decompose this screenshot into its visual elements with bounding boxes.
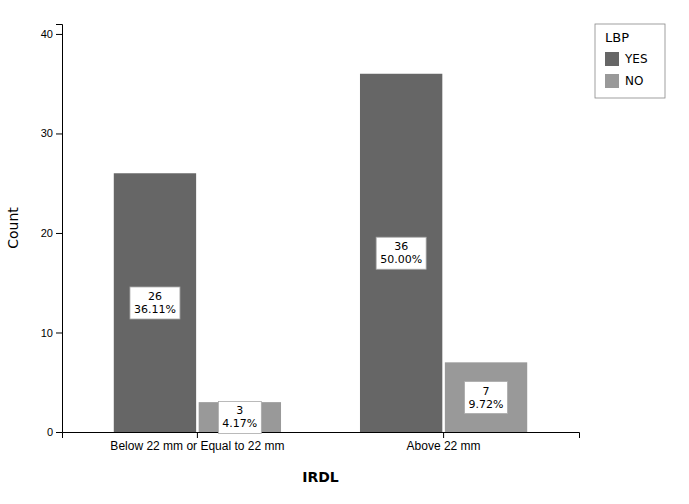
bars: [114, 74, 527, 432]
y-tick: 0: [47, 426, 62, 438]
y-tick-mark: [56, 133, 62, 134]
bar: [114, 173, 196, 432]
y-axis-line: [56, 25, 63, 433]
x-axis: Below 22 mm or Equal to 22 mm Above 22 mm: [63, 432, 580, 453]
x-tick-label: Below 22 mm or Equal to 22 mm: [110, 439, 284, 453]
y-tick-label: 0: [47, 426, 53, 438]
x-axis-title: IRDL: [302, 469, 339, 485]
x-tick-label: Above 22 mm: [407, 439, 481, 453]
data-labels: 2636.11% 3650.00% 34.17% 79.72%: [130, 237, 508, 433]
y-tick-label: 10: [41, 327, 53, 339]
data-label-box: [376, 237, 426, 269]
y-tick: 40: [41, 28, 62, 40]
data-label: 79.72%: [469, 385, 504, 411]
data-label-line: 36: [394, 240, 408, 253]
bar: [360, 74, 442, 432]
chart-svg: 0 10 20 30 40 Below 22 mm or Equal to 22 mm Ab…: [0, 0, 689, 504]
data-label: 34.17%: [222, 404, 257, 430]
legend-label: YES: [624, 52, 648, 66]
data-label-group: 34.17%: [218, 401, 261, 433]
y-tick-label: 30: [41, 127, 53, 139]
data-label-box: [465, 382, 508, 414]
data-label-line: 50.00%: [380, 253, 422, 266]
x-tick-mark: [197, 432, 198, 438]
y-tick-mark: [56, 233, 62, 234]
data-label: 2636.11%: [134, 290, 176, 316]
data-label-box: [218, 401, 261, 433]
data-label-line: 36.11%: [134, 303, 176, 316]
data-label-line: 26: [148, 290, 162, 303]
y-tick-mark: [56, 34, 62, 35]
y-tick: 30: [41, 127, 62, 139]
y-tick-label: 40: [41, 28, 53, 40]
y-tick-label: 20: [41, 227, 53, 239]
plot-area: 0 10 20 30 40 Below 22 mm or Equal to 22 mm Ab…: [41, 25, 580, 453]
data-label-line: 3: [236, 404, 243, 417]
data-label-group: 79.72%: [465, 382, 508, 414]
bar: [445, 362, 527, 432]
bar: [199, 402, 281, 432]
y-tick: 20: [41, 227, 62, 239]
x-axis-line: [63, 433, 580, 439]
y-axis: 0 10 20 30 40: [41, 25, 63, 439]
y-axis-title: Count: [5, 207, 21, 249]
x-tick: Below 22 mm or Equal to 22 mm: [110, 432, 284, 453]
data-label-line: 9.72%: [469, 398, 504, 411]
data-label-line: 7: [483, 385, 490, 398]
y-tick-mark: [56, 432, 62, 433]
legend-frame: [595, 24, 665, 98]
data-label-box: [130, 287, 180, 319]
data-label: 3650.00%: [380, 240, 422, 266]
legend-title: LBP: [605, 30, 629, 45]
data-label-group: 2636.11%: [130, 287, 180, 319]
x-tick: Above 22 mm: [407, 432, 481, 453]
chart-container: 0 10 20 30 40 Below 22 mm or Equal to 22 mm Ab…: [0, 0, 689, 504]
legend: LBP YES NO: [595, 24, 665, 98]
x-tick-mark: [443, 432, 444, 438]
y-tick: 10: [41, 327, 62, 339]
y-tick-mark: [56, 332, 62, 333]
legend-swatch: [605, 74, 619, 88]
legend-label: NO: [625, 74, 643, 88]
data-label-line: 4.17%: [222, 417, 257, 430]
data-label-group: 3650.00%: [376, 237, 426, 269]
legend-swatch: [605, 52, 619, 66]
